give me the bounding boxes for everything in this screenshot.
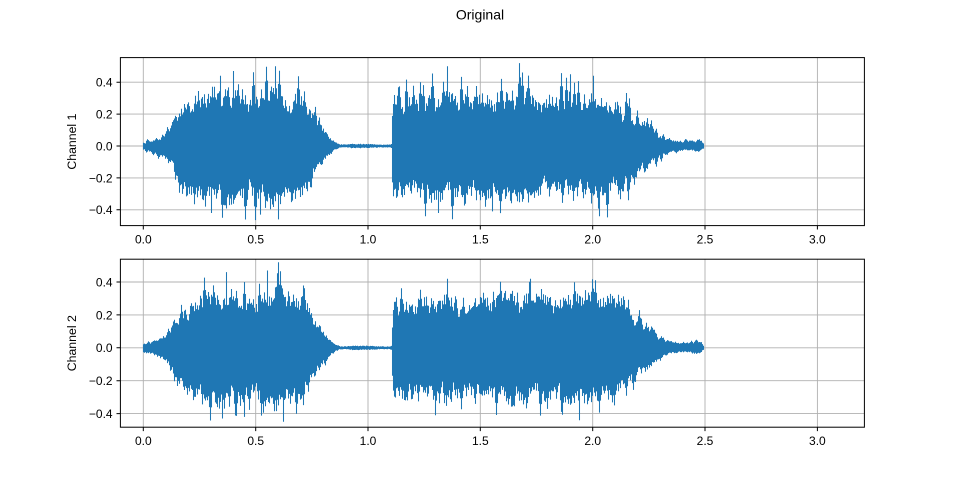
- svg-text:1.5: 1.5: [472, 233, 489, 247]
- svg-text:Channel 2: Channel 2: [65, 315, 79, 371]
- svg-text:2.0: 2.0: [584, 434, 601, 448]
- svg-text:0.2: 0.2: [96, 108, 113, 122]
- svg-text:3.0: 3.0: [809, 434, 826, 448]
- svg-text:0.5: 0.5: [247, 233, 264, 247]
- svg-text:0.5: 0.5: [247, 434, 264, 448]
- svg-text:Original: Original: [456, 7, 504, 23]
- svg-text:1.0: 1.0: [360, 233, 377, 247]
- svg-text:0.4: 0.4: [96, 275, 113, 289]
- svg-text:0.0: 0.0: [96, 139, 113, 153]
- svg-text:2.5: 2.5: [697, 434, 714, 448]
- svg-text:−0.2: −0.2: [89, 171, 113, 185]
- svg-text:3.0: 3.0: [809, 233, 826, 247]
- svg-text:1.0: 1.0: [360, 434, 377, 448]
- svg-text:−0.2: −0.2: [89, 374, 113, 388]
- svg-text:0.0: 0.0: [135, 233, 152, 247]
- svg-text:Channel 1: Channel 1: [65, 113, 79, 169]
- svg-text:0.0: 0.0: [96, 341, 113, 355]
- svg-text:1.5: 1.5: [472, 434, 489, 448]
- svg-text:2.5: 2.5: [697, 233, 714, 247]
- svg-text:−0.4: −0.4: [89, 203, 113, 217]
- svg-text:0.2: 0.2: [96, 308, 113, 322]
- svg-text:−0.4: −0.4: [89, 407, 113, 421]
- svg-text:0.4: 0.4: [96, 76, 113, 90]
- svg-text:0.0: 0.0: [135, 434, 152, 448]
- svg-text:2.0: 2.0: [584, 233, 601, 247]
